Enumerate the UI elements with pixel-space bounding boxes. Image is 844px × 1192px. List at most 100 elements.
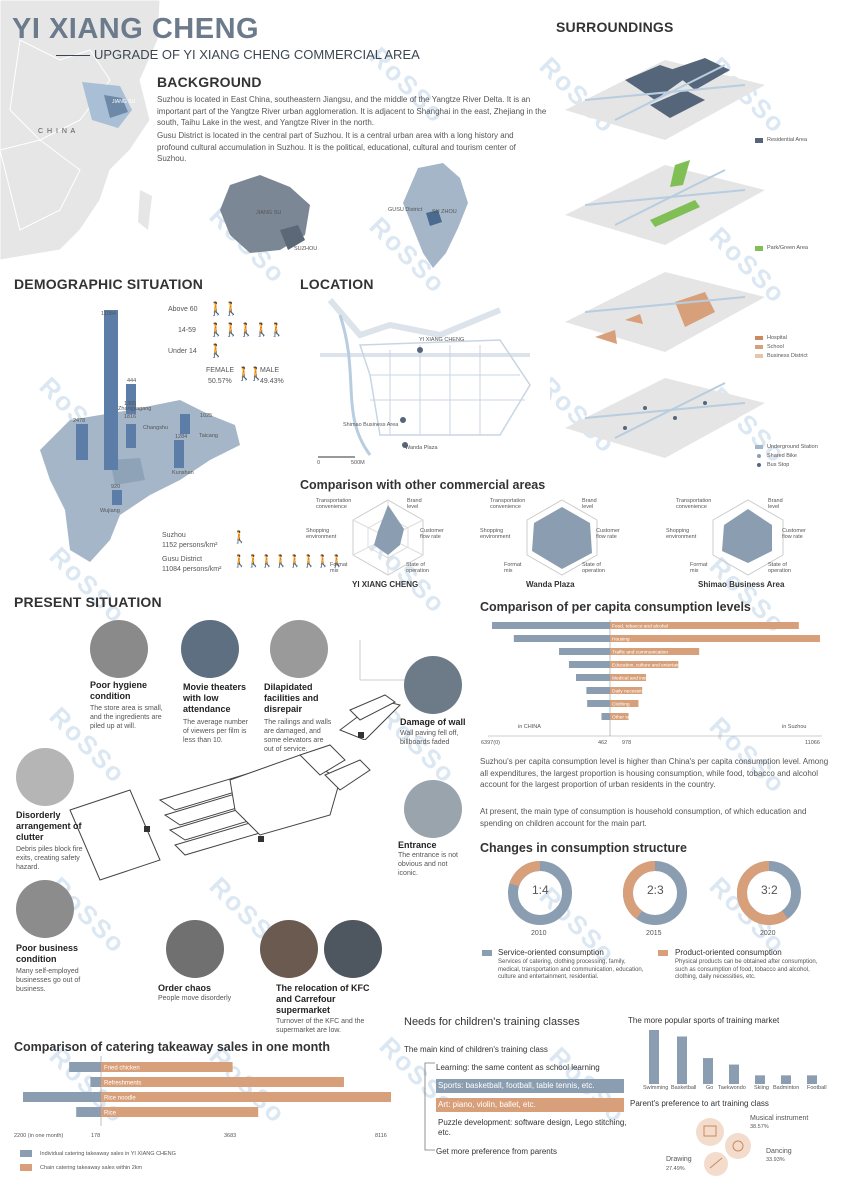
gusu-density: 11084 persons/km²	[162, 566, 222, 573]
scale-500m: 500M	[351, 460, 365, 466]
map-label-gusu: GUSU District	[388, 207, 423, 213]
surroundings-svg	[565, 58, 765, 467]
legend-service-desc: Services of catering, clothing processin…	[498, 959, 644, 980]
donut-ratio-2010: 1:4	[532, 883, 549, 897]
person-icon-row-3: 🚶	[208, 343, 225, 358]
cat-bar-individual	[90, 1077, 101, 1087]
art-pref-title: Parent's preference to art training clas…	[630, 1099, 769, 1108]
suzhou-map	[403, 163, 468, 268]
age-under-14: Under 14	[168, 348, 197, 355]
axis-shopping-3: Shopping environment	[666, 528, 697, 540]
photo-clutter	[16, 748, 74, 806]
axis-transportation-3: Transportation convenience	[676, 498, 712, 510]
cat-bar-chain	[101, 1062, 233, 1072]
sport-label-skiing: Skiing	[754, 1085, 769, 1091]
map-label-jiangsu-2: JIANG SU	[256, 210, 282, 216]
pc-bar-china	[586, 687, 610, 694]
person-icon-row-1: 🚶🚶	[208, 301, 239, 316]
bar-value-7: 920	[111, 484, 121, 490]
sport-bar	[807, 1075, 817, 1084]
subtitle-rule	[56, 55, 90, 56]
present-clutter-desc: Debris piles block fire exits, creating …	[16, 846, 83, 871]
axis-customer-3: Customer flow rate	[782, 528, 806, 540]
pc-bar-china	[576, 674, 610, 681]
cat-category-label: Rice noodle	[104, 1096, 136, 1102]
axis-brand-1: Brand level	[407, 498, 422, 510]
photo-entrance	[404, 780, 462, 838]
map-label-china: C H I N A	[38, 128, 77, 135]
cat-bar-chain	[101, 1077, 344, 1087]
donut-year-2015: 2015	[646, 930, 662, 937]
pc-category-label: Traffic and communication	[612, 650, 668, 656]
bar-value-4: 1816	[124, 414, 137, 420]
axis-brand-2: Brand level	[582, 498, 597, 510]
bar-value-6: 1284	[175, 434, 188, 440]
training-learning: Learning: the same content as school lea…	[436, 1063, 600, 1072]
pc-axis-3: 11066	[805, 740, 820, 746]
donuts	[508, 861, 801, 925]
background-title: BACKGROUND	[157, 74, 262, 90]
age-above-60: Above 60	[168, 306, 198, 313]
per-capita-para-1: Suzhou's per capita consumption level is…	[480, 757, 829, 789]
donut-year-2020: 2020	[760, 930, 776, 937]
location-title: LOCATION	[300, 276, 374, 292]
bar-value-3: 1305	[124, 401, 137, 407]
pc-bar-china	[568, 661, 610, 668]
axis-shopping-1: Shopping environment	[306, 528, 337, 540]
legend-hospital: Hospital	[767, 335, 787, 341]
pc-bar-suzhou	[610, 713, 629, 720]
cat-bar-individual	[69, 1062, 101, 1072]
present-wall-title: Damage of wall	[400, 717, 466, 727]
legend-underground: Underground Station	[767, 444, 818, 450]
photo-wall	[404, 656, 462, 714]
axis-operation-1: State of operation	[406, 562, 429, 574]
sport-bar	[755, 1075, 765, 1084]
pc-category-label: Other supplies and services	[612, 715, 672, 721]
legend-bus-stop: Bus Stop	[767, 462, 790, 468]
scale-0: 0	[317, 460, 321, 466]
training-title: Needs for children's training classes	[404, 1016, 580, 1028]
sport-label-go: Go	[706, 1085, 714, 1091]
surroundings-panels: Residential Area Park/Green Area Hospita…	[555, 40, 840, 468]
radar-yxc	[352, 499, 424, 576]
photo-carrefour	[324, 920, 382, 978]
per-capita-chart: Food, tobacco and alcohol Housing Traffic …	[488, 620, 822, 737]
pc-axis-2: 978	[622, 740, 632, 746]
place-zhangjiagang: Zhangjiagang	[118, 406, 152, 412]
loc-label-shimao: Shimao Business Area	[343, 422, 399, 428]
training-sports: Sports: basketball, football, table tenn…	[438, 1081, 595, 1090]
training-puzzle: Puzzle development: software design, Leg…	[438, 1118, 627, 1137]
legend-service-title: Service-oriented consumption	[498, 948, 604, 957]
gusu-density-label: Gusu District	[162, 556, 203, 563]
legend-shared-bike: Shared Bike	[767, 453, 797, 459]
donut-arc-product	[737, 861, 801, 925]
pc-bar-suzhou	[610, 648, 700, 655]
page-title: YI XIANG CHENG	[12, 13, 260, 45]
cat-category-label: Refreshments	[104, 1081, 141, 1087]
bar-value-5: 1025	[200, 413, 213, 419]
sport-label-football: Football	[807, 1085, 827, 1091]
radar-shimao	[712, 499, 784, 576]
present-order-title: Order chaos	[158, 983, 212, 993]
dancing-pct: 33.93%	[766, 1157, 785, 1163]
map-label-suzhou-2: SU ZHOU	[432, 209, 457, 215]
axis-transportation-1: Transportation convenience	[316, 498, 352, 510]
radar-label-wanda: Wanda Plaza	[526, 580, 575, 589]
musical-pct: 38.57%	[750, 1124, 769, 1130]
present-entrance-desc: The entrance is not obvious and not icon…	[398, 852, 458, 877]
cat-axis-0: 2200 (in one month)	[14, 1133, 64, 1139]
pc-bar-suzhou	[610, 661, 679, 668]
sports-chart	[649, 1030, 817, 1084]
radar-wanda	[526, 499, 598, 576]
pc-bar-china	[513, 635, 610, 642]
present-entrance-title: Entrance	[398, 840, 437, 850]
sport-bar	[649, 1030, 659, 1084]
cat-legend-2: Chain catering takeaway sales within 2km	[40, 1165, 143, 1171]
legend-product-title: Product-oriented consumption	[675, 948, 782, 957]
catering-chart: Fried chicken Refreshments Rice noodle Rice	[23, 1056, 391, 1126]
person-icon-row-2: 🚶🚶🚶🚶🚶	[208, 322, 285, 337]
photo-kfc	[260, 920, 318, 978]
axis-operation-2: State of operation	[582, 562, 605, 574]
present-clutter-title: Disorderly arrangement of clutter	[16, 810, 82, 842]
present-business-title: Poor business condition	[16, 943, 79, 964]
